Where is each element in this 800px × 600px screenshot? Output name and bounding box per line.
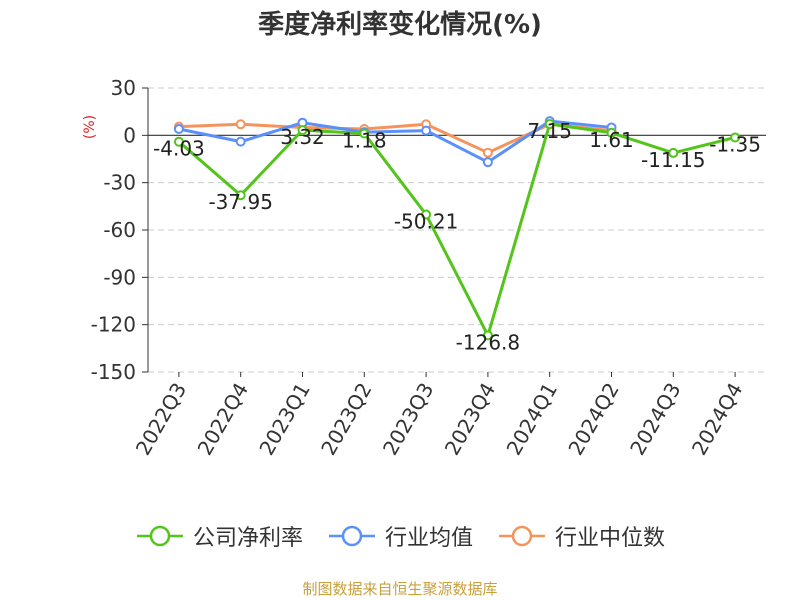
- data-label: 7.15: [527, 119, 572, 143]
- legend-item[interactable]: 公司净利率: [135, 520, 303, 552]
- y-tick-label: -60: [103, 218, 136, 242]
- chart-title: 季度净利率变化情况(%): [258, 10, 542, 40]
- x-tick-label: 2024Q3: [625, 379, 685, 460]
- x-tick-label: 2024Q2: [563, 379, 623, 460]
- data-label: -1.35: [709, 132, 761, 156]
- x-tick-label: 2024Q4: [687, 379, 747, 460]
- y-axis-unit: (%): [82, 115, 98, 139]
- data-point: [668, 147, 679, 158]
- data-label: 1.18: [342, 128, 387, 152]
- data-label: -126.8: [456, 330, 520, 354]
- legend-swatch-icon: [136, 525, 183, 547]
- data-label: -4.03: [153, 137, 205, 161]
- data-point: [482, 147, 493, 158]
- data-label: 3.32: [280, 125, 325, 149]
- data-point: [421, 209, 432, 220]
- data-label: 1.61: [589, 128, 634, 152]
- x-tick-label: 2023Q1: [254, 379, 314, 460]
- x-tick-label: 2022Q3: [131, 379, 191, 460]
- y-tick-label: 30: [111, 76, 136, 100]
- legend-item[interactable]: 行业中位数: [497, 520, 665, 552]
- legend-label: 行业中位数: [555, 526, 666, 551]
- x-tick-label: 2023Q3: [378, 379, 438, 460]
- data-point: [606, 127, 617, 138]
- source-note: 制图数据来自恒生聚源数据库: [302, 580, 498, 598]
- y-tick-label: -30: [103, 171, 136, 195]
- x-tick-label: 2024Q1: [502, 379, 562, 460]
- chart-legend: 公司净利率 行业均值 行业中位数: [0, 520, 800, 552]
- y-tick-label: -90: [103, 265, 136, 289]
- data-point: [482, 157, 493, 168]
- x-tick-label: 2023Q4: [440, 379, 500, 460]
- data-label: -11.15: [641, 148, 705, 172]
- x-tick-label: 2022Q4: [193, 379, 253, 460]
- data-point: [173, 136, 184, 147]
- series-line: [177, 122, 736, 337]
- legend-label: 行业均值: [384, 526, 473, 551]
- data-label: -50.21: [394, 210, 458, 234]
- legend-label: 公司净利率: [192, 526, 303, 551]
- data-point: [421, 125, 432, 136]
- y-tick-label: -150: [91, 360, 136, 384]
- y-tick-label: -120: [91, 313, 136, 337]
- x-tick-label: 2023Q2: [316, 379, 376, 460]
- data-point: [730, 132, 741, 143]
- data-point: [359, 128, 370, 139]
- legend-swatch-icon: [499, 525, 545, 547]
- data-point: [235, 119, 246, 130]
- chart-plot: 300-30-60-90-120-150(%)2022Q3 2022Q4 2023Q…: [82, 76, 766, 460]
- data-label: -37.95: [208, 190, 272, 214]
- data-point: [544, 119, 555, 130]
- legend-swatch-icon: [328, 525, 375, 547]
- data-point: [235, 190, 246, 201]
- legend-item[interactable]: 行业均值: [327, 520, 473, 552]
- data-point: [297, 125, 308, 136]
- y-tick-label: 0: [123, 123, 136, 147]
- data-point: [173, 124, 184, 135]
- series-line: [178, 119, 612, 164]
- data-point: [482, 330, 493, 341]
- data-point: [235, 136, 246, 147]
